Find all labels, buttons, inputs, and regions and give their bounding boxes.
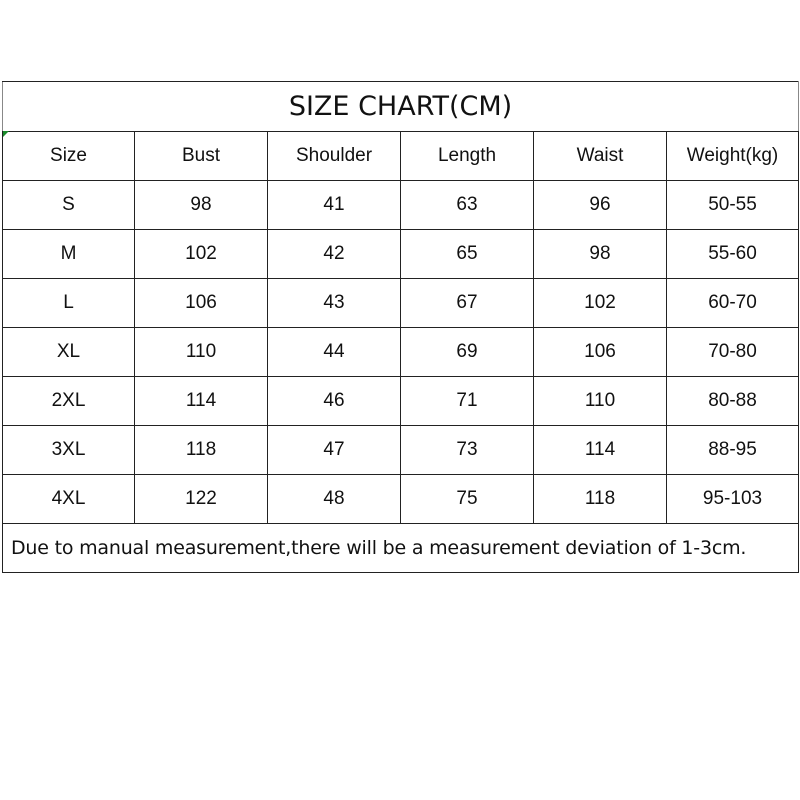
- table-cell: 96: [533, 180, 667, 230]
- table-cell: 47: [267, 425, 401, 475]
- table-cell: 98: [533, 229, 667, 279]
- table-cell: 88-95: [665, 425, 800, 475]
- cell-marker: [3, 131, 9, 137]
- table-cell: 41: [267, 180, 401, 230]
- table-row: 2XL 114 46 71 110 80-88: [2, 376, 800, 426]
- table-cell: 106: [134, 278, 268, 328]
- note-row: Due to manual measurement,there will be …: [1, 523, 800, 573]
- table-cell: M: [2, 229, 135, 279]
- table-cell: 114: [134, 376, 268, 426]
- table-row: XL 110 44 69 106 70-80: [2, 327, 800, 377]
- table-cell: 3XL: [2, 425, 135, 475]
- table-cell: 46: [267, 376, 401, 426]
- column-header: Length: [400, 131, 534, 181]
- measurement-note: Due to manual measurement,there will be …: [1, 523, 800, 573]
- title-row: SIZE CHART(CM): [1, 81, 800, 132]
- header-row: Size Bust Shoulder Length Waist Weight(kg): [2, 131, 800, 181]
- column-header: Bust: [134, 131, 268, 181]
- table-cell: 69: [400, 327, 534, 377]
- table-cell: 102: [134, 229, 268, 279]
- table-row: L 106 43 67 102 60-70: [2, 278, 800, 328]
- table-cell: 106: [533, 327, 667, 377]
- table-cell: S: [2, 180, 135, 230]
- table-cell: 98: [134, 180, 268, 230]
- table-cell: XL: [2, 327, 135, 377]
- table-cell: 70-80: [665, 327, 800, 377]
- table-cell: 65: [400, 229, 534, 279]
- table-cell: 2XL: [2, 376, 135, 426]
- table-cell: L: [2, 278, 135, 328]
- table-cell: 102: [533, 278, 667, 328]
- column-header: Size: [2, 131, 135, 181]
- table-cell: 42: [267, 229, 401, 279]
- table-cell: 43: [267, 278, 401, 328]
- table-cell: 44: [267, 327, 401, 377]
- table-cell: 71: [400, 376, 534, 426]
- table-cell: 50-55: [665, 180, 800, 230]
- table-cell: 80-88: [665, 376, 800, 426]
- column-header: Shoulder: [267, 131, 401, 181]
- table-cell: 95-103: [665, 474, 800, 524]
- table-cell: 67: [400, 278, 534, 328]
- table-row: M 102 42 65 98 55-60: [2, 229, 800, 279]
- table-row: 3XL 118 47 73 114 88-95: [2, 425, 800, 475]
- table-cell: 110: [134, 327, 268, 377]
- table-row: 4XL 122 48 75 118 95-103: [2, 474, 800, 524]
- table-cell: 63: [400, 180, 534, 230]
- table-row: S 98 41 63 96 50-55: [2, 180, 800, 230]
- chart-title: SIZE CHART(CM): [1, 81, 800, 132]
- size-chart-table: SIZE CHART(CM) Size Bust Shoulder Length Wai…: [1, 81, 800, 573]
- table-cell: 118: [533, 474, 667, 524]
- column-header: Waist: [533, 131, 667, 181]
- table-cell: 118: [134, 425, 268, 475]
- table-cell: 114: [533, 425, 667, 475]
- table-cell: 75: [400, 474, 534, 524]
- table-cell: 60-70: [665, 278, 800, 328]
- table-cell: 55-60: [665, 229, 800, 279]
- table-cell: 4XL: [2, 474, 135, 524]
- table-cell: 48: [267, 474, 401, 524]
- table-cell: 122: [134, 474, 268, 524]
- table-cell: 110: [533, 376, 667, 426]
- column-header: Weight(kg): [665, 131, 800, 181]
- table-cell: 73: [400, 425, 534, 475]
